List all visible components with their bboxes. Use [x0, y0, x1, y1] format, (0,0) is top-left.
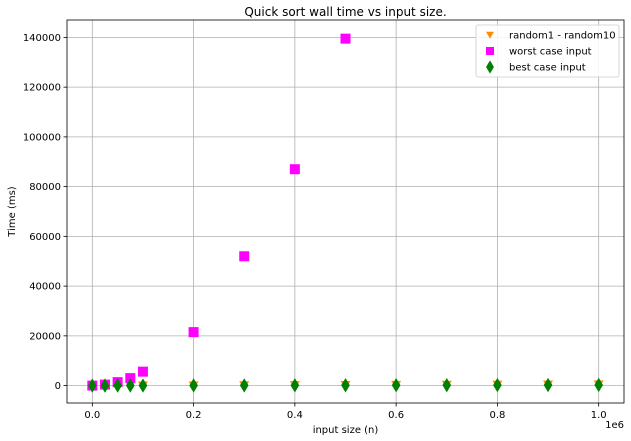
best-case-point	[113, 378, 122, 393]
best-case-point	[493, 377, 502, 393]
chart-title: Quick sort wall time vs input size.	[244, 5, 446, 19]
best-case-point	[125, 378, 135, 393]
x-tick-label: 0.0	[84, 410, 100, 421]
legend-marker	[486, 47, 494, 55]
plot-frame	[66, 19, 625, 404]
legend-marker	[486, 60, 494, 74]
best-case-point	[543, 377, 553, 393]
best-case-point	[87, 378, 97, 393]
y-tick-label: 20000	[29, 331, 61, 342]
x-tick-label: 1.0	[591, 410, 607, 421]
y-tick-label: 0	[55, 381, 61, 392]
y-tick-label: 100000	[23, 132, 61, 143]
worst-case-point	[289, 164, 300, 175]
y-tick-label: 140000	[23, 33, 61, 44]
legend-box	[475, 24, 620, 78]
y-axis-label: Time (ms)	[7, 186, 18, 238]
x-tick-label: 0.2	[186, 410, 202, 421]
worst-case-point	[125, 373, 136, 384]
x-tick-label: 0.4	[287, 410, 303, 421]
y-tick-label: 120000	[23, 83, 61, 94]
best-case-point	[341, 378, 350, 393]
best-case-point	[189, 378, 198, 393]
best-case-point	[239, 378, 249, 393]
x-tick-label: 0.8	[489, 410, 505, 421]
best-case-point	[391, 378, 401, 393]
legend-marker	[486, 31, 494, 39]
best-case-point	[138, 378, 148, 393]
x-axis-offset-text: 1e6	[605, 420, 624, 431]
y-tick-label: 80000	[29, 182, 61, 193]
legend-entry-label: worst case input	[509, 47, 592, 58]
best-case-point	[594, 377, 604, 393]
worst-case-point	[137, 366, 148, 377]
best-case-point	[290, 378, 300, 393]
y-tick-label: 60000	[29, 232, 61, 243]
legend-entry-label: best case input	[509, 63, 586, 74]
y-tick-label: 40000	[29, 282, 61, 293]
worst-case-point	[239, 251, 250, 262]
best-case-point	[100, 378, 110, 393]
legend-entry-label: random1 - random10	[509, 31, 616, 42]
best-case-point	[442, 377, 452, 393]
x-axis-label: input size (n)	[313, 425, 379, 436]
worst-case-point	[340, 33, 351, 44]
x-tick-label: 0.6	[388, 410, 404, 421]
legend: random1 - random10 worst case input best c…	[475, 24, 620, 78]
worst-case-point	[188, 327, 199, 338]
